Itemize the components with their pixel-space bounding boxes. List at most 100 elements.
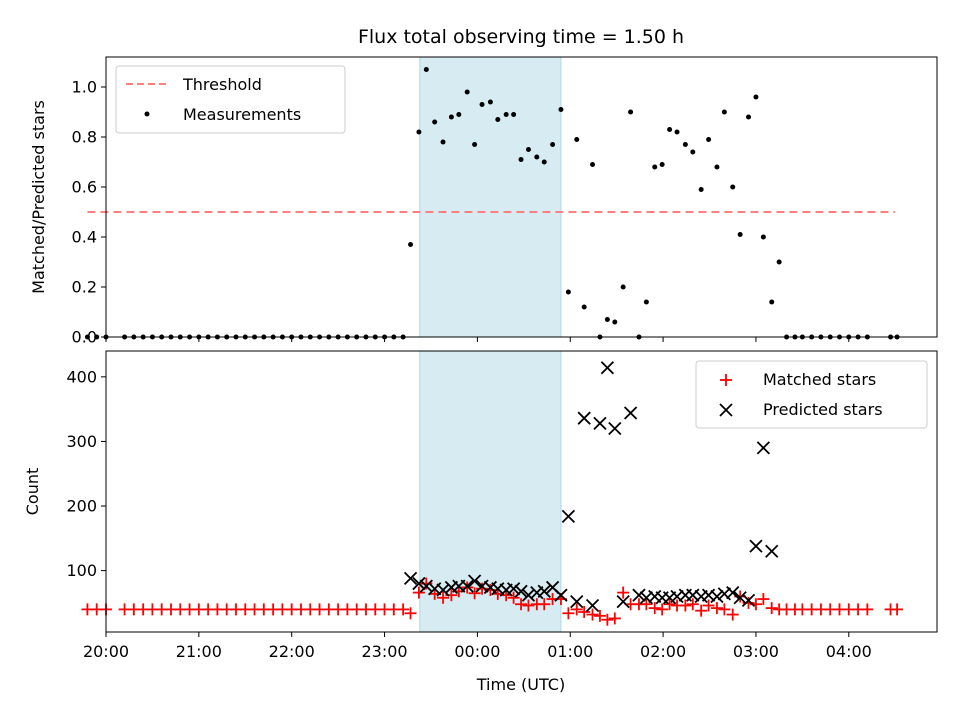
measurement-point	[776, 259, 782, 265]
predicted-star-point	[600, 361, 615, 375]
measurement-point	[550, 142, 556, 147]
x-tick-label: 23:00	[361, 642, 407, 661]
matched-star-point	[397, 603, 410, 616]
predicted-star-point	[514, 584, 528, 598]
matched-star-point	[695, 604, 708, 617]
predicted-star-point	[741, 593, 756, 607]
predicted-star-point	[616, 595, 630, 609]
predicted-star-point	[460, 579, 474, 593]
matched-star-point	[891, 603, 904, 616]
measurement-point	[581, 304, 587, 310]
matched-star-point	[586, 608, 599, 621]
matched-star-point	[578, 605, 591, 618]
legend-measurements-swatch	[144, 111, 150, 117]
measurement-point	[472, 142, 478, 147]
matched-star-point	[648, 602, 661, 615]
predicted-star-point	[608, 421, 622, 436]
shaded-observing-window	[419, 56, 562, 338]
measurement-point	[408, 242, 414, 247]
x-tick-label: 01:00	[547, 642, 593, 661]
bottom-axis-ticks: 100 200 300 400 20:00 21:00 22:00 23:00 00:00 01:…	[66, 367, 871, 661]
matched-star-point	[710, 602, 723, 615]
legend-measurements-label: Measurements	[183, 105, 301, 124]
predicted-star-point	[593, 416, 607, 430]
bottom-panel: 100 200 300 400 20:00 21:00 22:00 23:00 00:00 01:…	[23, 350, 938, 694]
predicted-star-point	[554, 588, 568, 602]
chart-title: Flux total observing time = 1.50 h	[358, 26, 684, 48]
bottom-legend: Matched stars Predicted stars	[695, 360, 928, 429]
measurement-point	[534, 154, 540, 160]
x-tick-label: 02:00	[640, 642, 686, 661]
matched-star-point	[861, 603, 874, 616]
matched-star-point	[656, 603, 669, 616]
matched-star-point	[702, 599, 715, 612]
y-tick-label: 0.0	[72, 328, 97, 347]
predicted-star-point	[749, 539, 763, 553]
top-axes-frame	[105, 56, 938, 338]
predicted-star-point	[570, 595, 584, 609]
measurement-point	[464, 89, 470, 95]
matched-star-point	[476, 582, 489, 595]
bottom-series	[81, 361, 904, 626]
top-panel: Flux total observing time = 1.50 h 0.0 0.…	[29, 26, 938, 347]
measurement-point	[503, 112, 509, 117]
y-tick-label: 1.0	[72, 78, 97, 97]
matched-star-point	[601, 613, 614, 626]
predicted-star-point	[537, 584, 551, 598]
measurement-point	[541, 159, 547, 165]
predicted-star-point	[765, 544, 779, 558]
predicted-star-point	[632, 588, 646, 602]
measurement-point	[753, 94, 759, 100]
measurement-point	[698, 187, 704, 192]
y-tick-label: 0.2	[72, 278, 97, 297]
matched-star-point	[663, 598, 676, 611]
measurement-point	[714, 164, 720, 170]
measurement-point	[706, 137, 712, 142]
x-tick-label: 00:00	[454, 642, 500, 661]
matched-star-point	[468, 587, 481, 600]
measurement-point	[604, 317, 610, 322]
measurement-point	[416, 129, 422, 135]
x-tick-label: 20:00	[83, 642, 129, 661]
predicted-star-point	[733, 591, 747, 605]
matched-star-point	[562, 607, 575, 620]
bottom-axes-frame	[105, 350, 938, 633]
matched-star-point	[412, 586, 425, 599]
measurement-point	[620, 284, 626, 290]
x-tick-label: 21:00	[176, 642, 222, 661]
matched-star-point	[757, 593, 770, 606]
measurement-point	[487, 99, 493, 105]
matched-star-point	[608, 612, 621, 625]
matched-star-point	[507, 591, 520, 604]
predicted-star-point	[467, 574, 482, 588]
top-series	[84, 67, 900, 340]
measurement-point	[440, 139, 446, 145]
legend-box	[695, 360, 928, 429]
predicted-star-point	[412, 576, 426, 591]
measurement-point	[511, 112, 517, 117]
measurement-point	[659, 162, 665, 167]
y-tick-label: 100	[66, 561, 97, 580]
matched-star-point	[570, 603, 583, 616]
measurement-point	[574, 137, 580, 142]
matched-star-point	[640, 598, 653, 611]
x-tick-label: 22:00	[269, 642, 315, 661]
predicted-star-point	[436, 583, 450, 597]
predicted-star-point	[561, 509, 576, 524]
measurement-point	[495, 117, 501, 122]
legend-predicted-label: Predicted stars	[763, 400, 883, 419]
legend-threshold-label: Threshold	[182, 75, 262, 94]
matched-star-point	[679, 599, 692, 612]
predicted-star-point	[726, 585, 740, 600]
legend-box	[115, 65, 346, 134]
measurement-point	[423, 67, 429, 72]
measurement-point	[94, 334, 100, 340]
measurement-point	[730, 184, 736, 190]
y-tick-label: 300	[66, 432, 97, 451]
y-tick-label: 0.6	[72, 178, 97, 197]
matched-star-point	[515, 598, 528, 611]
legend-matched-swatch	[720, 374, 732, 386]
measurement-point	[674, 129, 680, 135]
y-tick-label: 200	[66, 497, 97, 516]
